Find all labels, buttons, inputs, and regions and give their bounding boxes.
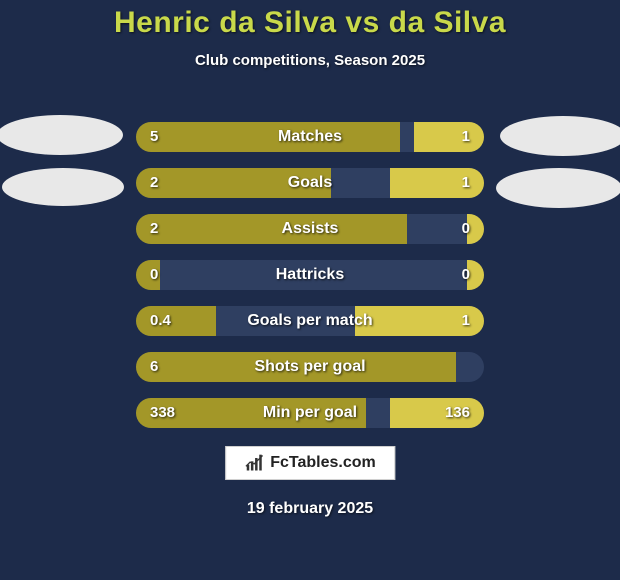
avatar-right-2 — [496, 168, 620, 208]
stat-value-right: 1 — [462, 306, 470, 336]
avatar-left-1 — [0, 115, 123, 155]
stat-value-left: 2 — [150, 168, 158, 198]
source-logo-box: FcTables.com — [225, 446, 395, 480]
chart-icon — [244, 453, 264, 473]
date-label: 19 february 2025 — [0, 500, 620, 518]
stat-row: Matches5 1 — [136, 122, 484, 152]
stat-value-left: 338 — [150, 398, 175, 428]
comparison-bars: Matches51Goals21Assists20Hattricks00Goal… — [136, 122, 484, 444]
stat-value-left: 6 — [150, 352, 158, 382]
stat-value-right: 0 — [462, 260, 470, 290]
stat-row: Assists2 0 — [136, 214, 484, 244]
stat-value-right: 1 — [462, 122, 470, 152]
stat-value-left: 0 — [150, 260, 158, 290]
page-subtitle: Club competitions, Season 2025 — [0, 52, 620, 69]
stat-value-left: 5 — [150, 122, 158, 152]
stat-value-left: 0.4 — [150, 306, 171, 336]
stat-label: Shots per goal — [136, 352, 484, 382]
comparison-infographic: Henric da Silva vs da Silva Club competi… — [0, 0, 620, 580]
stat-label: Goals — [136, 168, 484, 198]
source-logo-text: FcTables.com — [270, 454, 376, 472]
stat-row: Goals per match0.4 1 — [136, 306, 484, 336]
stat-label: Min per goal — [136, 398, 484, 428]
stat-value-right: 1 — [462, 168, 470, 198]
stat-row: Hattricks0 0 — [136, 260, 484, 290]
page-title: Henric da Silva vs da Silva — [0, 6, 620, 40]
stat-value-right: 0 — [462, 214, 470, 244]
stat-row: Goals2 1 — [136, 168, 484, 198]
stat-value-right: 136 — [445, 398, 470, 428]
avatar-right-1 — [500, 116, 620, 156]
stat-value-left: 2 — [150, 214, 158, 244]
avatar-left-2 — [2, 168, 124, 206]
stat-row: Min per goal338 136 — [136, 398, 484, 428]
stat-label: Goals per match — [136, 306, 484, 336]
stat-label: Matches — [136, 122, 484, 152]
stat-label: Assists — [136, 214, 484, 244]
stat-label: Hattricks — [136, 260, 484, 290]
stat-row: Shots per goal6 — [136, 352, 484, 382]
